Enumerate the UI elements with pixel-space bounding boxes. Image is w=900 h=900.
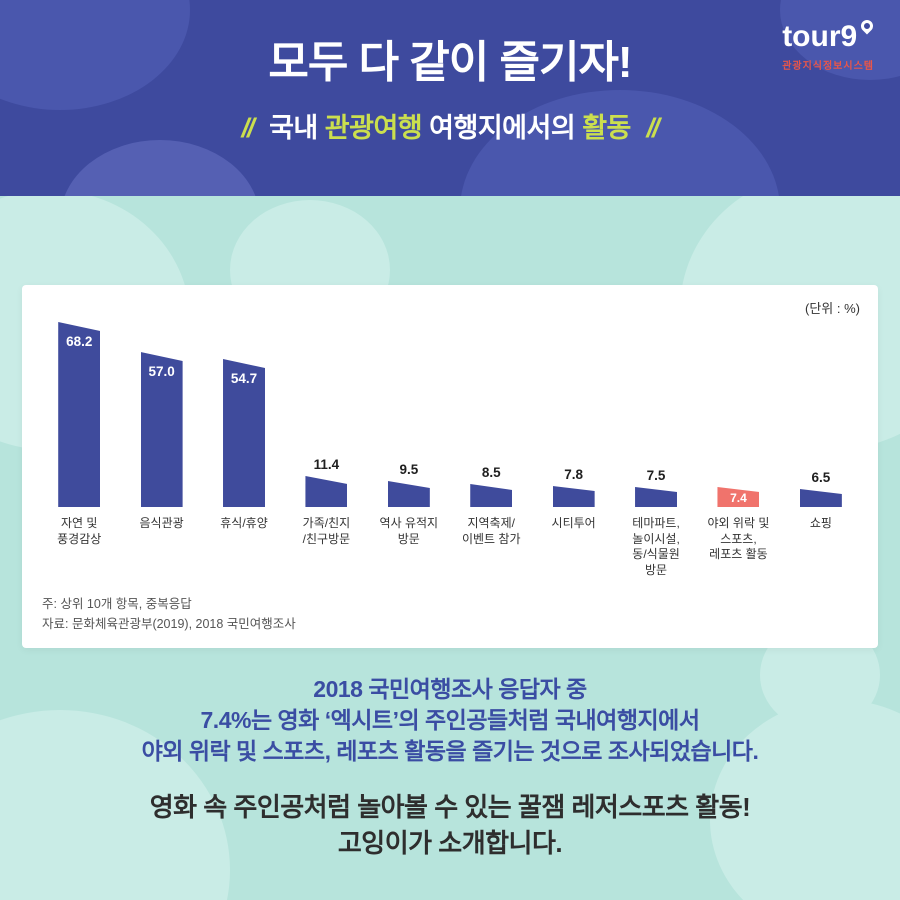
summary-blue-line: 야외 위락 및 스포츠, 레포츠 활동을 즐기는 것으로 조사되었습니다. [141, 738, 759, 764]
bar-area: 11.4 [285, 311, 367, 507]
summary-dark-line: 고잉이가 소개합니다. [337, 828, 563, 858]
slash-icon-left: // [238, 113, 257, 143]
tour9-logo: tour9 관광지식정보시스템 [782, 17, 876, 72]
bar-label: 쇼핑 [809, 516, 832, 530]
bar-area: 7.5 [615, 311, 697, 507]
bar-area: 57.0 [120, 311, 202, 507]
bar-label: 자연 및 풍경감상 [57, 516, 102, 546]
bar-value: 7.5 [646, 468, 666, 483]
summary-blue-line: 2018 국민여행조사 응답자 중 [313, 676, 587, 702]
bar-value: 9.5 [399, 462, 419, 477]
bar-value: 8.5 [481, 465, 501, 480]
bar-label: 시티투어 [551, 516, 596, 530]
subtitle: // 국내 관광여행 여행지에서의 활동 // [0, 106, 900, 145]
unit-label: (단위 : %) [805, 301, 860, 316]
bar-area: 7.8 [532, 311, 614, 507]
chart-column: 9.5 역사 유적지 방문 [368, 311, 450, 578]
summary-blue-line: 7.4%는 영화 ‘엑시트’의 주인공들처럼 국내여행지에서 [200, 707, 700, 733]
chart-column: 68.2 자연 및 풍경감상 [38, 311, 120, 578]
bar [635, 487, 678, 507]
bar-value: 7.8 [564, 467, 584, 482]
bar: 68.2 [58, 322, 101, 507]
subtitle-segment-accent: 관광여행 [324, 113, 423, 143]
bar-label: 지역축제/ 이벤트 참가 [461, 516, 521, 546]
bar [387, 481, 430, 507]
bar [470, 484, 513, 507]
chart-column: 7.5 테마파트, 놀이시설, 동/식물원 방문 [615, 311, 697, 578]
bar-area: 6.5 [780, 311, 862, 507]
decor-blob [60, 140, 260, 196]
chart-column: 7.8 시티투어 [532, 311, 614, 578]
logo-caption: 관광지식정보시스템 [782, 61, 874, 72]
bar-area: 7.4 [697, 311, 779, 507]
bar-label: 야외 위락 및 스포츠, 레포츠 활동 [707, 516, 770, 562]
bar-label: 테마파트, 놀이시설, 동/식물원 방문 [632, 516, 680, 577]
bar-value: 68.2 [66, 334, 93, 349]
bar-area: 68.2 [38, 311, 120, 507]
bar-value: 54.7 [230, 371, 258, 386]
slash-icon-right: // [643, 113, 662, 143]
bar [305, 476, 348, 507]
bar: 54.7 [223, 359, 266, 507]
logo-text: tour9 [782, 20, 858, 53]
bar-label: 휴식/휴양 [220, 516, 268, 530]
chart-column: 7.4 야외 위락 및 스포츠, 레포츠 활동 [697, 311, 779, 578]
chart-column: 11.4 가족/친지 /친구방문 [285, 311, 367, 578]
summary-dark-line: 영화 속 주인공처럼 놀아볼 수 있는 꿀잼 레저스포츠 활동! [149, 792, 751, 822]
bar-area: 54.7 [203, 311, 285, 507]
chart-column: 8.5 지역축제/ 이벤트 참가 [450, 311, 532, 578]
chart-column: 6.5 쇼핑 [780, 311, 862, 578]
bar [552, 486, 595, 507]
bar-chart: 68.2 자연 및 풍경감상 57.0 음식관광 54.7 휴식/휴양 11.4 가족/친지 … [38, 311, 862, 578]
bar-value: 7.4 [730, 491, 747, 505]
chart-card: (단위 : %) 68.2 자연 및 풍경감상 57.0 음식관광 54.7 휴식/휴양 1… [22, 285, 878, 648]
subtitle-segment-accent: 활동 [582, 113, 631, 143]
summary-dark-block: 영화 속 주인공처럼 놀아볼 수 있는 꿀잼 레저스포츠 활동! 고잉이가 소개… [0, 789, 900, 861]
bar-value: 11.4 [313, 457, 340, 472]
note-line: 주: 상위 10개 항목, 중복응답 [42, 597, 192, 612]
chart-column: 54.7 휴식/휴양 [203, 311, 285, 578]
chart-column: 57.0 음식관광 [120, 311, 202, 578]
header: tour9 관광지식정보시스템 모두 다 같이 즐기자! // 국내 관광여행 여… [0, 0, 900, 196]
summary-text: 2018 국민여행조사 응답자 중 7.4%는 영화 ‘엑시트’의 주인공들처럼… [0, 674, 900, 861]
bar-area: 8.5 [450, 311, 532, 507]
subtitle-segment: 여행지에서의 [422, 113, 583, 143]
bar-label: 음식관광 [139, 516, 184, 530]
summary-blue-block: 2018 국민여행조사 응답자 중 7.4%는 영화 ‘엑시트’의 주인공들처럼… [0, 674, 900, 767]
bar-value: 6.5 [811, 470, 831, 485]
bar: 57.0 [140, 352, 183, 507]
bar-highlight: 7.4 [717, 487, 760, 507]
note-line: 자료: 문화체육관광부(2019), 2018 국민여행조사 [42, 616, 296, 631]
bar-value: 57.0 [148, 364, 175, 379]
chart-notes: 주: 상위 10개 항목, 중복응답 자료: 문화체육관광부(2019), 20… [42, 595, 296, 634]
bar-label: 가족/친지 /친구방문 [302, 516, 351, 546]
subtitle-segment: 국내 [269, 113, 325, 143]
bar-area: 9.5 [368, 311, 450, 507]
bar-label: 역사 유적지 방문 [379, 516, 439, 546]
bar [799, 489, 842, 507]
main-title: 모두 다 같이 즐기자! [268, 38, 632, 87]
